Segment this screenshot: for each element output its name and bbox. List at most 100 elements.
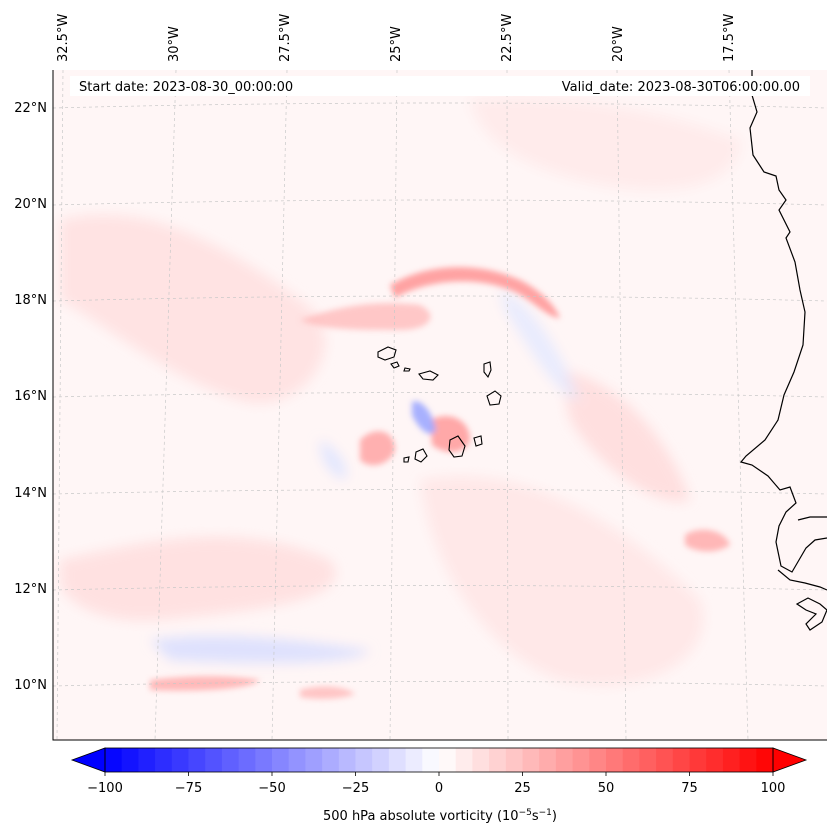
island-outline <box>486 390 502 406</box>
colorbar-cell <box>439 748 457 772</box>
colorbar-cell <box>689 748 707 772</box>
colorbar-tick-label: −50 <box>258 781 285 796</box>
colorbar-cell <box>756 748 774 772</box>
colorbar-label-text: 500 hPa absolute vorticity ( <box>323 809 502 824</box>
colorbar-cell <box>405 748 423 772</box>
colorbar-cell <box>472 748 490 772</box>
graticule <box>53 70 827 740</box>
colorbar-cell <box>639 748 657 772</box>
vorticity-core <box>685 529 730 552</box>
africa-coastline <box>797 516 827 521</box>
colorbar-cell <box>171 748 189 772</box>
start-date-label: Start date: 2023-08-30_00:00:00 <box>79 80 293 95</box>
gridline-lon <box>616 70 627 740</box>
colorbar-cell <box>322 748 340 772</box>
colorbar-extend-min <box>70 747 106 773</box>
colorbar-tick-label: 50 <box>598 781 615 796</box>
colorbar-cell <box>338 748 356 772</box>
colorbar-tick-label: −25 <box>342 781 369 796</box>
colorbar-cell <box>489 748 507 772</box>
colorbar-cell <box>188 748 206 772</box>
lat-label: 16°N <box>14 389 47 404</box>
colorbar-cell <box>722 748 740 772</box>
colorbar-cell <box>305 748 323 772</box>
lat-label: 18°N <box>14 293 47 308</box>
longitude-labels: 32.5°W 30°W 27.5°W 25°W 22.5°W 20°W 17.5… <box>56 14 737 62</box>
vorticity-core <box>430 416 470 452</box>
lon-label: 27.5°W <box>278 14 293 62</box>
colorbar-cell <box>388 748 406 772</box>
island-outline <box>483 361 492 379</box>
lat-label: 22°N <box>14 101 47 116</box>
gridline-lat <box>53 585 827 591</box>
vorticity-patch <box>560 370 690 502</box>
colorbar-cell <box>672 748 690 772</box>
colorbar-cell <box>656 748 674 772</box>
gridline-lon <box>506 70 509 740</box>
colorbar-cell <box>288 748 306 772</box>
island-outline <box>414 448 428 463</box>
island-outline <box>448 435 466 458</box>
africa-coastline <box>739 70 827 573</box>
gridline-lat <box>53 681 827 687</box>
lon-label: 25°W <box>389 26 404 62</box>
vorticity-field <box>53 70 827 740</box>
colorbar-cell <box>539 748 557 772</box>
latitude-labels: 22°N 20°N 18°N 16°N 14°N 12°N 10°N <box>14 101 47 693</box>
colorbar-cell <box>589 748 607 772</box>
island-outline <box>403 367 411 372</box>
colorbar-ticks: −100 −75 −50 −25 0 25 50 75 100 <box>87 772 785 796</box>
africa-coastline <box>795 597 827 631</box>
island-outline <box>390 361 400 369</box>
gridline-lon <box>728 70 749 740</box>
colorbar-tick-label: 0 <box>435 781 443 796</box>
island-outline <box>473 435 483 447</box>
colorbar-label: 500 hPa absolute vorticity (10−5s−1) <box>323 808 557 824</box>
colorbar-cells <box>105 748 774 772</box>
map-panel: Start date: 2023-08-30_00:00:00 Valid_da… <box>52 70 827 741</box>
colorbar-label-seconds: s <box>532 809 539 824</box>
lon-label: 30°W <box>167 26 182 62</box>
colorbar-cell <box>355 748 373 772</box>
africa-coastline <box>777 569 827 591</box>
vorticity-band <box>300 686 355 699</box>
gridline-lat <box>53 392 827 398</box>
colorbar-label-close: ) <box>552 809 557 824</box>
colorbar-extend-max <box>772 747 808 773</box>
colorbar-tick-label: 100 <box>761 781 786 796</box>
lon-label: 22.5°W <box>500 14 515 62</box>
colorbar-tick-label: −100 <box>87 781 123 796</box>
colorbar-label-unit: 10 <box>502 809 519 824</box>
lat-label: 12°N <box>14 582 47 597</box>
vorticity-patch <box>60 536 336 621</box>
gridline-lat <box>53 102 827 109</box>
gridline-lon <box>56 70 64 740</box>
lat-label: 14°N <box>14 486 47 501</box>
colorbar-cell <box>138 748 156 772</box>
gridline-lon <box>389 70 398 740</box>
colorbar-cell <box>372 748 390 772</box>
island-outline <box>418 370 439 381</box>
colorbar-cell <box>522 748 540 772</box>
gridline-lat <box>53 199 827 206</box>
lon-label: 20°W <box>611 26 626 62</box>
colorbar-tick-label: −75 <box>175 781 202 796</box>
colorbar-cell <box>205 748 223 772</box>
colorbar-label-exponent: −5 <box>519 808 532 818</box>
colorbar-cell <box>706 748 724 772</box>
colorbar-cell <box>505 748 523 772</box>
colorbar-cell <box>422 748 440 772</box>
gridline-lon <box>271 70 288 740</box>
colorbar-tick-label: 25 <box>514 781 531 796</box>
vorticity-patch-negative <box>500 290 580 400</box>
map-frame <box>52 70 827 741</box>
vorticity-core-negative <box>412 401 436 434</box>
lat-label: 10°N <box>14 678 47 693</box>
lon-label: 17.5°W <box>722 14 737 62</box>
gridline-lat <box>53 295 827 302</box>
gridline-lat <box>53 489 827 495</box>
colorbar-cell <box>221 748 239 772</box>
colorbar-cell <box>739 748 757 772</box>
island-outline <box>403 456 410 463</box>
